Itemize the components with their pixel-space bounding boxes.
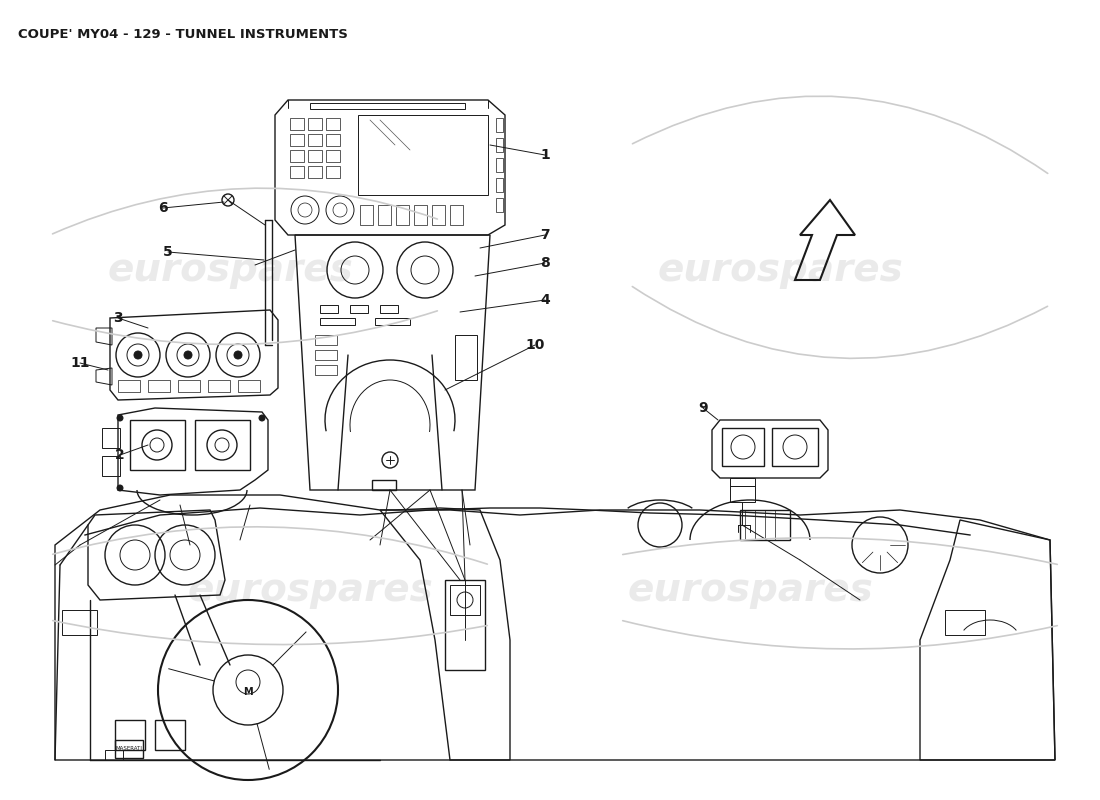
Text: 2: 2 bbox=[116, 448, 125, 462]
Bar bbox=[450, 585, 480, 615]
Bar bbox=[290, 134, 304, 146]
Bar bbox=[315, 335, 337, 345]
Bar bbox=[326, 134, 340, 146]
Bar bbox=[116, 740, 143, 758]
Text: 5: 5 bbox=[163, 245, 173, 259]
Bar bbox=[308, 134, 322, 146]
Bar bbox=[446, 580, 485, 670]
Text: 9: 9 bbox=[698, 401, 707, 415]
Bar bbox=[358, 115, 488, 195]
Bar bbox=[104, 750, 123, 760]
Bar bbox=[102, 456, 120, 476]
Bar bbox=[496, 118, 503, 132]
Bar bbox=[730, 486, 755, 502]
Bar bbox=[208, 380, 230, 392]
Bar bbox=[360, 205, 373, 225]
Bar bbox=[350, 305, 368, 313]
Bar bbox=[496, 178, 503, 192]
Bar bbox=[116, 720, 145, 750]
Bar bbox=[195, 420, 250, 470]
Bar bbox=[178, 380, 200, 392]
Bar bbox=[315, 365, 337, 375]
Bar bbox=[326, 118, 340, 130]
Bar bbox=[320, 318, 355, 325]
Circle shape bbox=[117, 415, 123, 421]
Bar bbox=[496, 158, 503, 172]
Text: 4: 4 bbox=[540, 293, 550, 307]
Bar bbox=[290, 150, 304, 162]
Text: COUPE' MY04 - 129 - TUNNEL INSTRUMENTS: COUPE' MY04 - 129 - TUNNEL INSTRUMENTS bbox=[18, 28, 348, 41]
Text: eurospares: eurospares bbox=[657, 251, 903, 289]
Bar bbox=[730, 478, 755, 486]
Bar bbox=[308, 166, 322, 178]
Text: 3: 3 bbox=[113, 311, 123, 325]
Circle shape bbox=[117, 485, 123, 491]
Text: M: M bbox=[243, 687, 253, 697]
Bar bbox=[62, 610, 97, 635]
Text: MASERATI: MASERATI bbox=[116, 746, 143, 751]
Circle shape bbox=[134, 351, 142, 359]
Bar bbox=[148, 380, 170, 392]
Circle shape bbox=[234, 351, 242, 359]
Text: 8: 8 bbox=[540, 256, 550, 270]
Bar bbox=[379, 305, 398, 313]
Text: eurospares: eurospares bbox=[107, 251, 353, 289]
Bar bbox=[414, 205, 427, 225]
Bar bbox=[315, 350, 337, 360]
Bar bbox=[326, 150, 340, 162]
Bar bbox=[432, 205, 446, 225]
Bar bbox=[496, 198, 503, 212]
Bar bbox=[118, 380, 140, 392]
Bar bbox=[155, 720, 185, 750]
Bar bbox=[320, 305, 338, 313]
Bar bbox=[290, 118, 304, 130]
Text: 7: 7 bbox=[540, 228, 550, 242]
Bar bbox=[308, 150, 322, 162]
Bar bbox=[378, 205, 390, 225]
Bar bbox=[396, 205, 409, 225]
Bar bbox=[238, 380, 260, 392]
Bar bbox=[372, 480, 396, 490]
Bar bbox=[375, 318, 410, 325]
Bar bbox=[310, 103, 465, 109]
Circle shape bbox=[184, 351, 192, 359]
Bar bbox=[455, 335, 477, 380]
Bar bbox=[496, 138, 503, 152]
Bar bbox=[290, 166, 304, 178]
Text: 1: 1 bbox=[540, 148, 550, 162]
Text: 10: 10 bbox=[526, 338, 544, 352]
Bar bbox=[945, 610, 984, 635]
Bar bbox=[130, 420, 185, 470]
Bar bbox=[772, 428, 818, 466]
Bar bbox=[308, 118, 322, 130]
Bar bbox=[326, 166, 340, 178]
Circle shape bbox=[258, 415, 265, 421]
Bar bbox=[450, 205, 463, 225]
Bar bbox=[722, 428, 764, 466]
Bar bbox=[102, 428, 120, 448]
Text: eurospares: eurospares bbox=[187, 571, 433, 609]
Text: eurospares: eurospares bbox=[627, 571, 873, 609]
Text: 11: 11 bbox=[70, 356, 90, 370]
Text: 6: 6 bbox=[158, 201, 168, 215]
Bar bbox=[740, 510, 790, 540]
